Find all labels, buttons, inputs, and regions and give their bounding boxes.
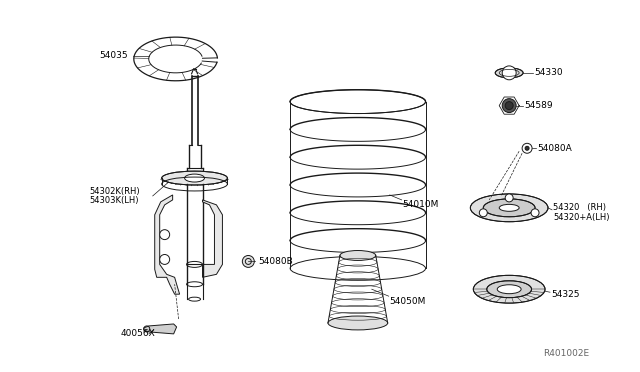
Circle shape: [160, 230, 170, 240]
Circle shape: [505, 102, 513, 110]
Text: 54320+A(LH): 54320+A(LH): [553, 213, 609, 222]
Circle shape: [479, 209, 487, 217]
Ellipse shape: [499, 204, 519, 211]
Circle shape: [243, 256, 254, 267]
Circle shape: [531, 209, 539, 217]
Text: 54010M: 54010M: [403, 201, 439, 209]
Ellipse shape: [483, 199, 535, 217]
Ellipse shape: [497, 285, 521, 294]
Text: 54589: 54589: [524, 101, 553, 110]
Text: 54325: 54325: [551, 290, 579, 299]
Ellipse shape: [340, 250, 376, 260]
Circle shape: [505, 194, 513, 202]
Text: 40056X: 40056X: [121, 329, 156, 339]
Circle shape: [525, 146, 529, 150]
Text: R401002E: R401002E: [543, 349, 589, 358]
Circle shape: [160, 254, 170, 264]
Text: 54080A: 54080A: [537, 144, 572, 153]
Text: 54320   (RH): 54320 (RH): [553, 203, 606, 212]
Circle shape: [502, 66, 516, 80]
Circle shape: [502, 99, 516, 113]
Ellipse shape: [184, 174, 205, 182]
Polygon shape: [202, 200, 223, 277]
Ellipse shape: [162, 171, 227, 185]
Ellipse shape: [495, 68, 523, 78]
Text: 54302K(RH): 54302K(RH): [89, 187, 140, 196]
Text: 54303K(LH): 54303K(LH): [89, 196, 138, 205]
Polygon shape: [144, 324, 177, 334]
Text: 54330: 54330: [534, 68, 563, 77]
Ellipse shape: [487, 281, 532, 298]
Ellipse shape: [474, 275, 545, 303]
Ellipse shape: [328, 316, 388, 330]
Circle shape: [522, 143, 532, 153]
Polygon shape: [155, 195, 180, 294]
Text: 54050M: 54050M: [390, 296, 426, 306]
Text: 54080B: 54080B: [259, 257, 293, 266]
Ellipse shape: [470, 194, 548, 222]
Text: 54035: 54035: [99, 51, 127, 61]
